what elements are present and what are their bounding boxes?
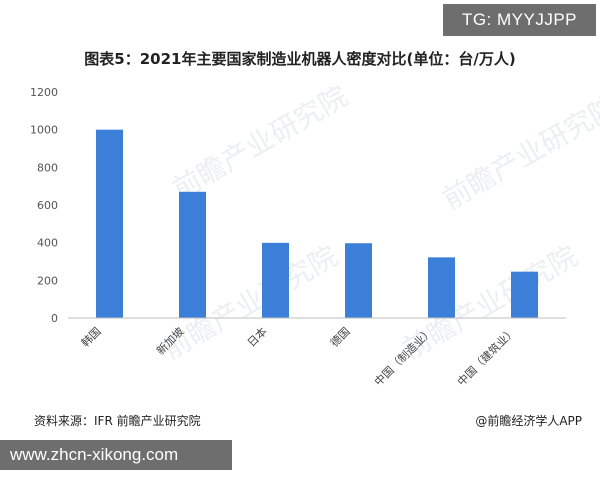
y-tick-label: 200 [37, 274, 58, 287]
bar [96, 129, 123, 318]
chart-title: 图表5：2021年主要国家制造业机器人密度对比(单位：台/万人) [84, 50, 516, 68]
bars-group [96, 129, 538, 318]
bar [179, 191, 206, 318]
bar [345, 243, 372, 318]
bar [428, 257, 455, 318]
y-tick-label: 1200 [30, 86, 58, 99]
y-tick-label: 1000 [30, 124, 58, 137]
x-tick-label: 韩国 [78, 324, 103, 349]
y-tick-label: 400 [37, 237, 58, 250]
source-note: 资料来源：IFR 前瞻产业研究院 [34, 414, 201, 428]
x-tick-label: 德国 [327, 324, 352, 349]
y-tick-label: 0 [51, 312, 58, 325]
y-tick-label: 800 [37, 161, 58, 174]
watermark-text: 前瞻产业研究院 [167, 79, 353, 206]
watermark-text: 前瞻产业研究院 [437, 89, 600, 216]
credit-note: @前瞻经济学人APP [475, 414, 582, 428]
bar [262, 242, 289, 318]
site-url: www.zhcn-xikong.com [0, 440, 232, 470]
bar [511, 271, 538, 318]
y-axis-ticks: 0 200 400 600 800 1000 1200 [30, 86, 58, 325]
y-tick-label: 600 [37, 199, 58, 212]
x-tick-label: 日本 [244, 324, 269, 349]
telegram-badge: TG: MYYJJPP [443, 4, 596, 36]
